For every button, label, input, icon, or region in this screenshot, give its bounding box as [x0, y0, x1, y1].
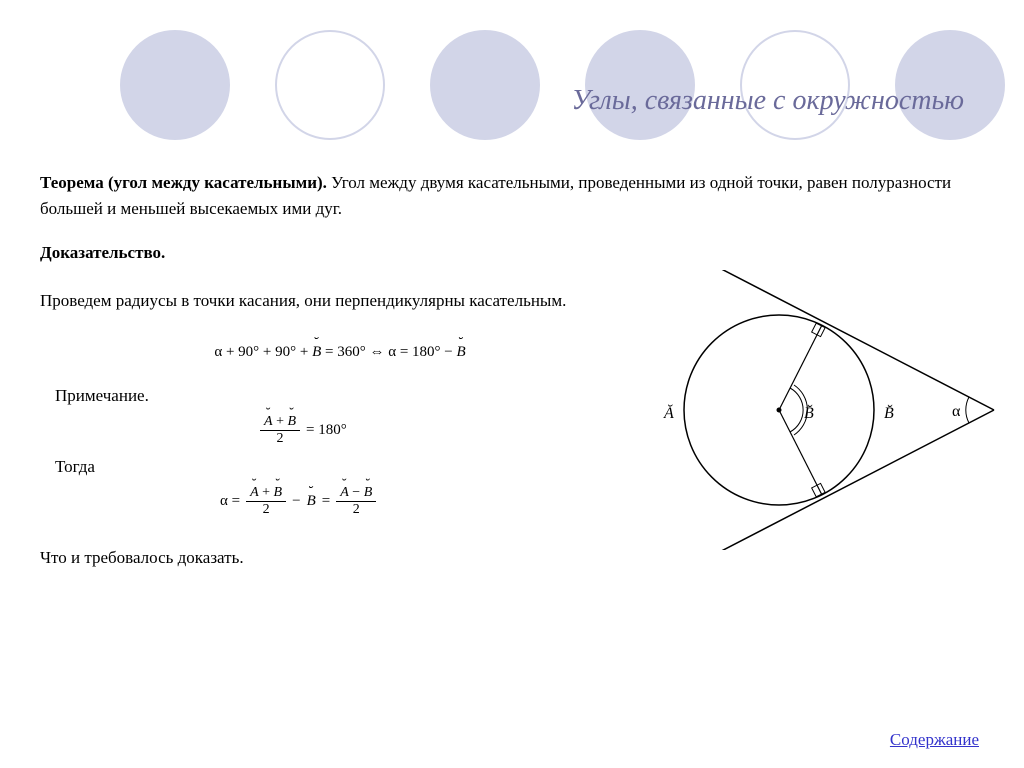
plus: +	[273, 414, 288, 429]
label-alpha: α	[952, 403, 961, 420]
page-title: Углы, связанные с окружностью	[572, 85, 964, 117]
minus: −	[292, 493, 300, 510]
fraction: A + B 2	[260, 414, 300, 447]
arc-B: B	[287, 414, 296, 429]
formula-text: α + 90° + 90° +	[214, 344, 312, 360]
arc-B: B	[364, 485, 373, 500]
label-A: Ă	[663, 403, 674, 422]
radius-top	[779, 325, 822, 410]
alpha-arc	[966, 397, 969, 423]
plus: +	[259, 485, 274, 500]
formula-1: α + 90° + 90° + B = 360° ⇔ α = 180° − B	[160, 344, 520, 361]
arc-A: A	[250, 485, 259, 500]
deco-circle	[430, 30, 540, 140]
arc-B: B	[307, 493, 316, 510]
proof-step: Проведем радиусы в точки касания, они пе…	[40, 288, 600, 314]
denominator: 2	[260, 431, 300, 447]
deco-circle	[275, 30, 385, 140]
tangent-diagram: Ă B̆ B̆ α	[634, 270, 1004, 550]
fraction: A − B 2	[336, 485, 376, 518]
fraction: A + B 2	[246, 485, 286, 518]
deco-circle	[120, 30, 230, 140]
formula-text: = 360° ⇔ α = 180° −	[321, 344, 456, 360]
theorem-text: Теорема (угол между касательными). Угол …	[40, 170, 984, 221]
equals: =	[322, 493, 330, 510]
label-B-inner: B̆	[804, 403, 814, 422]
arc-A: A	[264, 414, 273, 429]
arc-B: B	[312, 344, 321, 360]
arc-B: B	[456, 344, 465, 360]
arc-A: A	[340, 485, 349, 500]
angle-arc	[790, 388, 803, 432]
denominator: 2	[336, 502, 376, 518]
theorem-label: Теорема (угол между касательными).	[40, 173, 327, 192]
tangent-top	[704, 270, 994, 410]
qed-text: Что и требовалось доказать.	[40, 548, 984, 568]
equals: = 180°	[306, 422, 347, 439]
center-dot	[777, 408, 782, 413]
label-B-outer: B̆	[884, 403, 894, 422]
proof-heading: Доказательство.	[40, 243, 984, 263]
radius-bottom	[779, 410, 822, 495]
minus: −	[349, 485, 364, 500]
tangent-bottom	[704, 410, 994, 550]
denominator: 2	[246, 502, 286, 518]
alpha-eq: α =	[220, 493, 240, 510]
arc-B: B	[274, 485, 283, 500]
toc-link[interactable]: Содержание	[890, 730, 979, 750]
